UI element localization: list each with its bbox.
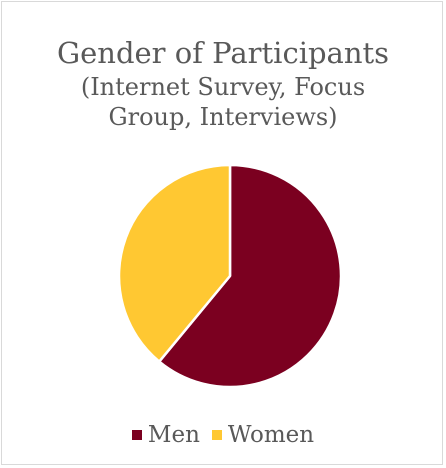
pie-chart — [117, 163, 343, 389]
chart-subtitle: (Internet Survey, Focus Group, Interview… — [80, 73, 366, 131]
chart-title: Gender of Participants — [56, 36, 390, 70]
legend-item-women: Women — [211, 422, 315, 448]
legend-label-men: Men — [147, 422, 200, 448]
legend-swatch-men — [131, 430, 142, 440]
legend-item-men: Men — [131, 422, 200, 448]
pie-slice-women — [117, 163, 232, 363]
legend-label-women: Women — [227, 422, 315, 448]
legend-swatch-women — [211, 430, 222, 440]
pie-slice-men — [157, 163, 343, 389]
chart-legend: Men Women — [2, 422, 444, 448]
